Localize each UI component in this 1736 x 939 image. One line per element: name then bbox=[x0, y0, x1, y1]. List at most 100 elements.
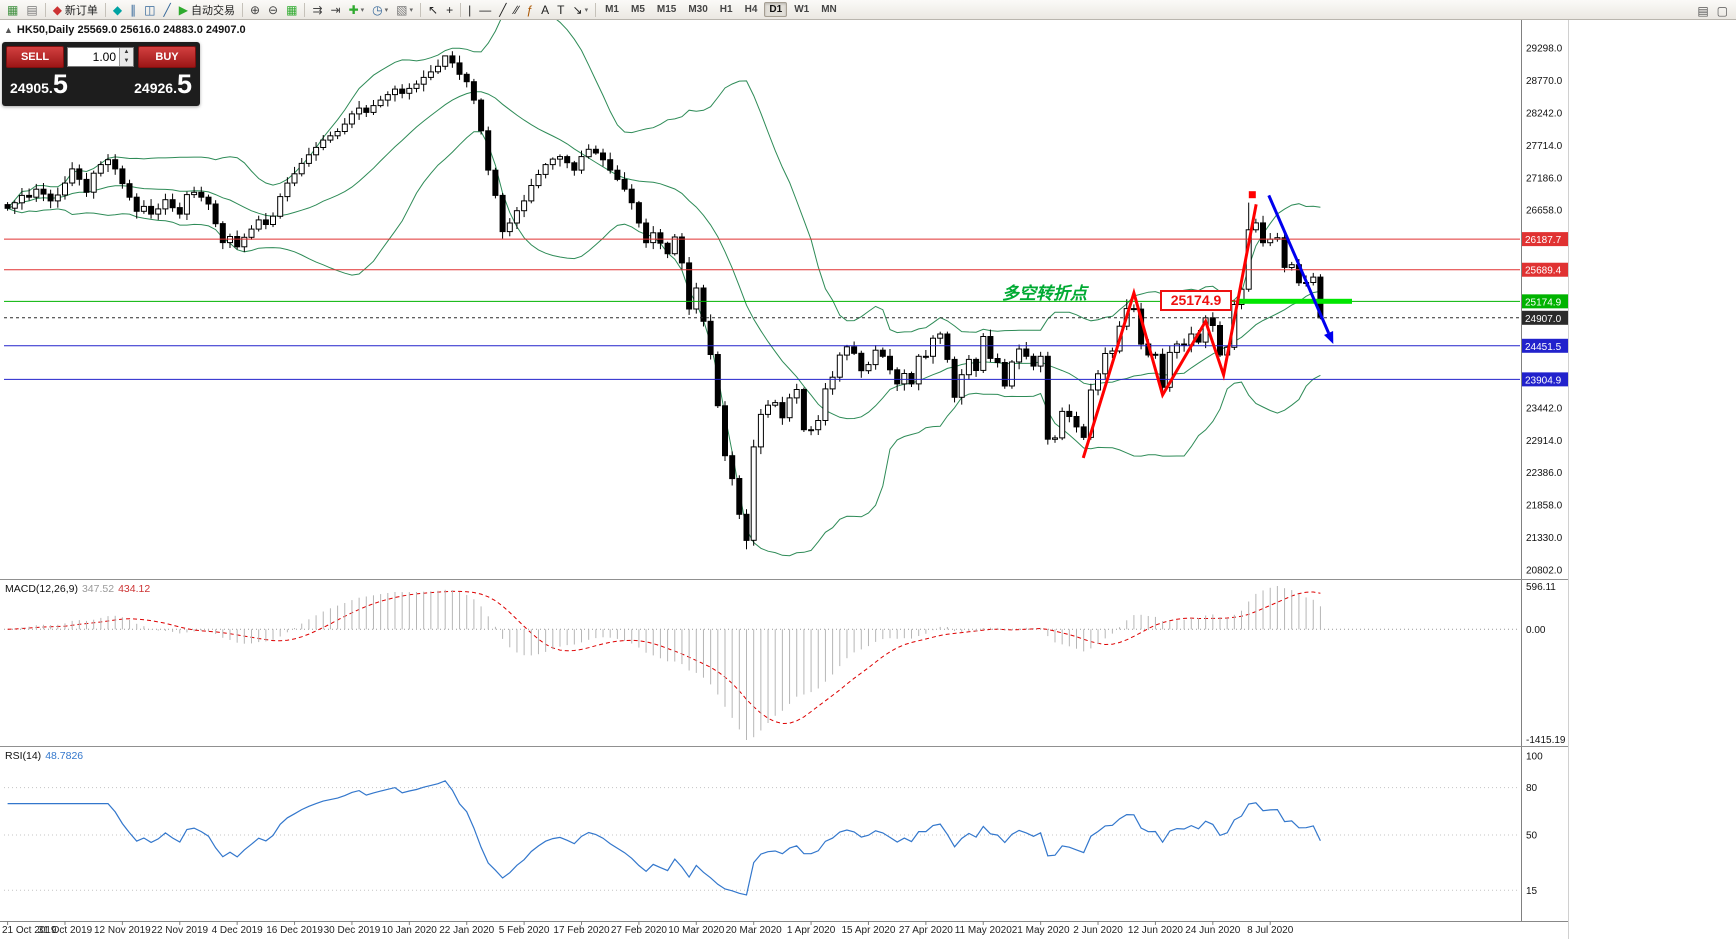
toolbar-separator bbox=[44, 2, 46, 17]
new-chart-icon: ▦ bbox=[7, 2, 19, 17]
date-label: 11 May 2020 bbox=[955, 925, 1013, 936]
volume-stepper[interactable]: ▲ ▼ bbox=[119, 48, 133, 66]
candlestick-chart-button[interactable]: ◫ bbox=[140, 0, 159, 19]
red-zigzag-annotation[interactable] bbox=[1081, 204, 1258, 459]
date-label: 12 Nov 2019 bbox=[94, 925, 151, 936]
volume-down-icon[interactable]: ▼ bbox=[120, 57, 133, 66]
profiles-button[interactable]: ▤ bbox=[22, 0, 41, 19]
price-tick-label: 21858.0 bbox=[1526, 501, 1563, 512]
print-button[interactable]: ▤ bbox=[1693, 1, 1712, 20]
date-label: 27 Feb 2020 bbox=[611, 925, 668, 936]
sell-price[interactable]: 24905.5 bbox=[10, 69, 68, 99]
zoom-in-icon: ⊕ bbox=[249, 2, 261, 17]
line-chart-button[interactable]: ╱ bbox=[160, 0, 175, 19]
pane-frames bbox=[0, 0, 1569, 939]
blue-arrow-annotation[interactable] bbox=[1267, 194, 1330, 334]
rsi-pane: 100 80 50 15 bbox=[4, 752, 1543, 897]
auto-scroll-icon: ⇉ bbox=[312, 2, 323, 17]
buy-price-main: 24926. bbox=[134, 80, 177, 96]
line-chart-icon: ╱ bbox=[163, 2, 171, 17]
channel-button[interactable]: ∕∕ bbox=[510, 0, 522, 19]
horizontal-line-button[interactable]: — bbox=[475, 0, 495, 19]
vertical-line-button[interactable]: | bbox=[464, 0, 475, 19]
blue-arrowhead bbox=[1324, 331, 1334, 344]
macd-value-signal: 434.12 bbox=[118, 583, 151, 595]
candlesticks bbox=[4, 51, 1324, 550]
bar-chart-button[interactable]: ∥ bbox=[126, 0, 140, 19]
price-callout-box[interactable] bbox=[1160, 290, 1232, 311]
crosshair-button[interactable]: + bbox=[442, 0, 457, 19]
timeframe-H1[interactable]: H1 bbox=[719, 4, 733, 15]
peak-marker[interactable] bbox=[1248, 191, 1256, 199]
bar-chart-icon: ∥ bbox=[130, 2, 137, 17]
indicators-button[interactable]: ✚ ▾ bbox=[345, 0, 369, 19]
periods-button[interactable]: ◷ ▾ bbox=[368, 0, 392, 19]
timeframe-M1[interactable]: M1 bbox=[605, 4, 619, 15]
price-axis-tag bbox=[1522, 310, 1568, 325]
buy-price-big: 5 bbox=[176, 69, 192, 99]
zoom-in-button[interactable]: ⊕ bbox=[246, 0, 264, 19]
dropdown-caret-icon[interactable]: ▾ bbox=[584, 6, 589, 14]
profiles-icon: ▤ bbox=[26, 2, 38, 17]
buy-button[interactable]: BUY bbox=[138, 46, 196, 68]
date-label: 21 May 2020 bbox=[1012, 925, 1070, 936]
timeframe-H4[interactable]: H4 bbox=[744, 4, 758, 15]
trendline-button[interactable]: ╱ bbox=[495, 0, 510, 19]
turning-point-label[interactable]: 多空转折点 bbox=[1002, 284, 1090, 303]
fibonacci-button[interactable]: ƒ bbox=[522, 0, 537, 19]
metaeditor-button[interactable]: ◆ bbox=[109, 0, 126, 19]
horizontal-line-icon: — bbox=[479, 2, 492, 17]
price-tick-label: 28770.0 bbox=[1526, 76, 1563, 87]
timeframe-M5[interactable]: M5 bbox=[630, 4, 645, 15]
price-axis-tag bbox=[1522, 372, 1568, 387]
date-label: 22 Nov 2019 bbox=[151, 925, 208, 936]
volume-input[interactable]: 1.00 ▲ ▼ bbox=[67, 47, 134, 67]
price-tick-label: 21330.0 bbox=[1526, 533, 1563, 544]
price-tick-label: 28242.0 bbox=[1526, 108, 1563, 119]
timeframe-MN[interactable]: MN bbox=[821, 4, 837, 15]
label-button[interactable]: T bbox=[553, 0, 568, 19]
periods-icon: ◷ bbox=[372, 2, 383, 17]
macd-scale-label: 596.11 bbox=[1526, 582, 1556, 593]
timeframe-D1[interactable]: D1 bbox=[764, 2, 788, 17]
toolbar: ▦ ▤ ◆ 新订单 ◆ ∥ ◫ ╱ ▶ 自动交易 ⊕ ⊖ ▦ ⇉ ⇥ ✚ ▾ ◷ ▾ ▧ ▾ ↖ + | — ╱ ∕∕ ƒ A T ↘ ▾ M… bbox=[0, 0, 1736, 20]
templates-button[interactable]: ▧ ▾ bbox=[392, 0, 417, 19]
support-zone-bar[interactable] bbox=[1238, 298, 1352, 304]
dropdown-caret-icon[interactable]: ▾ bbox=[409, 6, 413, 14]
cursor-button[interactable]: ↖ bbox=[424, 0, 442, 19]
chart-shift-button[interactable]: ⇥ bbox=[327, 0, 345, 19]
timeframe-W1[interactable]: W1 bbox=[794, 4, 810, 15]
dropdown-caret-icon[interactable]: ▾ bbox=[384, 6, 389, 14]
volume-value[interactable]: 1.00 bbox=[92, 50, 116, 64]
arrows-button[interactable]: ↘ ▾ bbox=[569, 0, 593, 19]
sell-button[interactable]: SELL bbox=[6, 46, 64, 68]
auto-scroll-button[interactable]: ⇉ bbox=[308, 0, 326, 19]
autotrading-button[interactable]: ▶ 自动交易 bbox=[175, 0, 239, 19]
price-axis-tag-text: 25174.9 bbox=[1525, 297, 1562, 308]
volume-up-icon[interactable]: ▲ bbox=[120, 48, 133, 57]
toolbar-separator bbox=[420, 2, 421, 17]
metaeditor-icon: ◆ bbox=[112, 2, 123, 17]
text-button[interactable]: A bbox=[537, 0, 553, 19]
date-label: 8 Jul 2020 bbox=[1247, 925, 1294, 936]
zoom-out-icon: ⊖ bbox=[268, 2, 279, 17]
date-label: 1 Apr 2020 bbox=[787, 925, 836, 936]
collapse-panel-icon[interactable]: ▲ bbox=[4, 25, 13, 35]
zoom-out-button[interactable]: ⊖ bbox=[264, 0, 282, 19]
toolbar-separator bbox=[241, 2, 243, 17]
dropdown-caret-icon[interactable]: ▾ bbox=[360, 6, 365, 14]
price-tick-label: 22386.0 bbox=[1526, 468, 1563, 479]
tile-windows-button[interactable]: ▦ bbox=[282, 0, 301, 19]
macd-scale-label: 0.00 bbox=[1526, 625, 1546, 636]
buy-price[interactable]: 24926.5 bbox=[134, 69, 192, 99]
chart-shift-icon: ⇥ bbox=[330, 2, 341, 17]
new-chart-button[interactable]: ▦ bbox=[3, 0, 22, 19]
macd-signal-line bbox=[7, 590, 1321, 725]
templates-icon: ▧ bbox=[396, 2, 408, 17]
fullscreen-button[interactable]: ▢ bbox=[1713, 1, 1732, 20]
new-order-button[interactable]: ◆ 新订单 bbox=[49, 0, 102, 19]
timeframe-M30[interactable]: M30 bbox=[688, 4, 708, 15]
timeframe-M15[interactable]: M15 bbox=[656, 4, 677, 15]
